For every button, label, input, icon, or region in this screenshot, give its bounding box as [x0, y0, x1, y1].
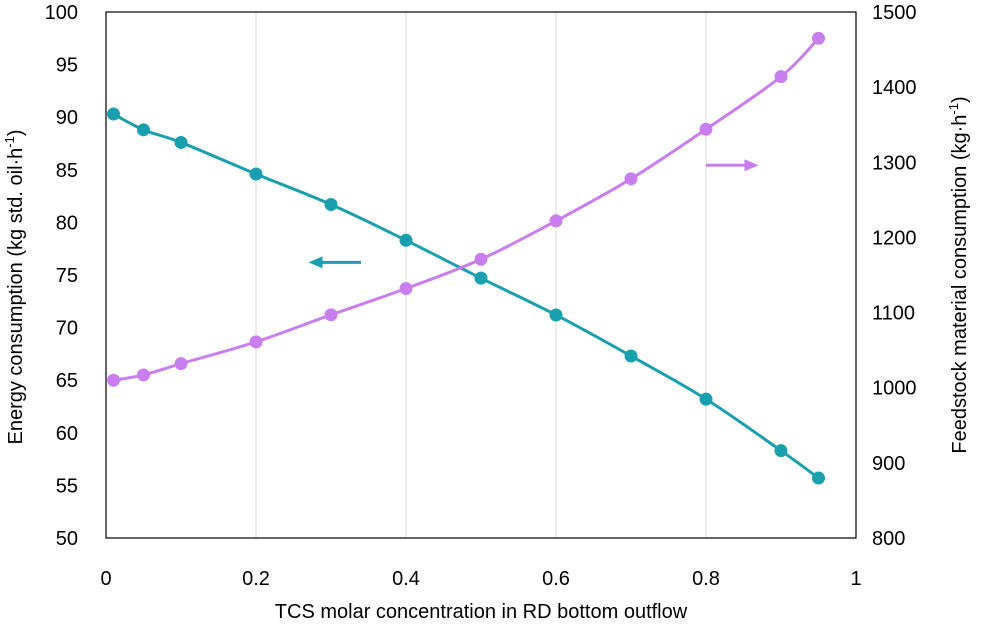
y-right-tick-label: 1500 [872, 2, 917, 24]
y-axis-right-label: Feedstock material consumption (kg·h-1) [946, 96, 971, 453]
data-point [549, 308, 563, 322]
data-point [474, 252, 488, 266]
y-left-tick-label: 55 [56, 475, 78, 497]
data-point [249, 167, 263, 181]
y-left-tick-label: 95 [56, 55, 78, 77]
data-point [107, 107, 120, 121]
x-tick-label: 0 [100, 568, 111, 590]
data-point [137, 368, 150, 382]
data-point [812, 471, 825, 485]
x-tick-label: 0.6 [542, 568, 570, 590]
y-axis-left-label: Energy consumption (kg std. oil·h-1) [2, 129, 27, 444]
y-left-tick-label: 65 [56, 370, 78, 392]
data-point [774, 70, 788, 84]
y-left-tick-label: 70 [56, 318, 78, 340]
data-point [107, 373, 120, 387]
series-line-0 [112, 112, 820, 480]
y-left-tick-label: 90 [56, 107, 78, 129]
y-axis-left-label-end: ) [5, 129, 27, 136]
series-line-1 [113, 37, 820, 382]
annotations [308, 159, 759, 269]
x-tick-label: 0.4 [392, 568, 420, 590]
data-point [699, 392, 713, 406]
y-axis-left-label-sup: -1 [2, 136, 17, 148]
data-point [324, 198, 338, 212]
data-point [324, 308, 338, 322]
x-axis-label: TCS molar concentration in RD bottom out… [275, 601, 688, 623]
data-point [774, 444, 788, 458]
y-right-tick-label: 1400 [872, 77, 917, 99]
y-left-tick-label: 100 [45, 2, 78, 24]
y-right-tick-label: 1100 [872, 303, 915, 325]
y-left-tick-label: 60 [56, 423, 78, 445]
y-right-tick-label: 1300 [872, 152, 917, 174]
data-point [137, 123, 150, 137]
y-axis-left-label-main: Energy consumption (kg std. oil·h [5, 148, 27, 445]
plot-area-border [105, 11, 857, 539]
data-point [249, 335, 263, 349]
series-1 [107, 31, 825, 387]
x-tick-label: 0.8 [692, 568, 720, 590]
data-point [812, 31, 825, 45]
y-axis-right-label-sup: -1 [946, 103, 961, 115]
x-tick-label: 1 [850, 568, 861, 590]
data-point [399, 282, 413, 296]
y-left-tick-label: 80 [56, 212, 78, 234]
data-point [624, 349, 638, 363]
series-0 [107, 107, 825, 485]
y-right-tick-label: 800 [872, 528, 905, 550]
x-tick-label: 0.2 [242, 568, 270, 590]
data-point [174, 357, 188, 371]
y-axis-right-label-main: Feedstock material consumption (kg·h [949, 115, 971, 454]
data-point [699, 122, 713, 136]
data-point [624, 172, 638, 186]
tick-labels: 0 0.2 0.4 0.6 0.8 1 50 55 60 65 70 75 80 85 90 95 100 800… [45, 2, 917, 590]
arrow-annotation-left [308, 256, 361, 269]
y-right-tick-label: 900 [872, 453, 905, 475]
y-left-tick-label: 75 [56, 265, 78, 287]
data-point [474, 271, 488, 285]
y-axis-right-label-end: ) [949, 96, 971, 103]
y-left-tick-label: 50 [56, 528, 78, 550]
data-point [174, 135, 188, 149]
data-point [399, 233, 413, 247]
grid-lines [255, 12, 707, 538]
arrow-annotation-right [706, 159, 759, 172]
data-point [549, 214, 563, 228]
y-left-tick-label: 85 [56, 160, 78, 182]
y-right-tick-label: 1000 [872, 378, 917, 400]
y-right-tick-label: 1200 [872, 227, 917, 249]
series-layer [107, 31, 825, 485]
